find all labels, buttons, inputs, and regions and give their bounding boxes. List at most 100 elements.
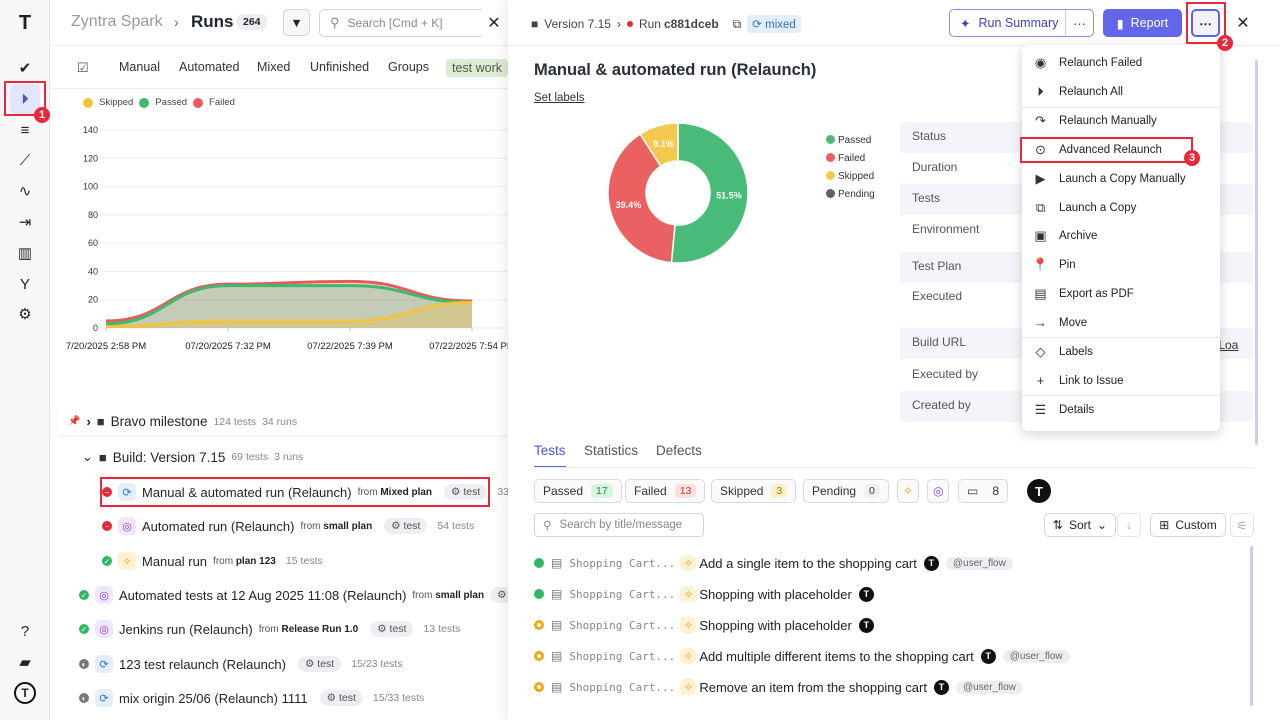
tab-mixed[interactable]: Mixed (257, 60, 291, 74)
test-search-input[interactable]: ⚲ Search by title/message (534, 513, 704, 537)
menu-item-move[interactable]: → Move (1022, 308, 1220, 337)
filter-failed[interactable]: Failed 13 (625, 479, 706, 503)
help-icon[interactable]: ? (20, 622, 30, 640)
page-title: Runs (191, 12, 234, 31)
tests-scrollbar[interactable] (1250, 546, 1253, 706)
close-drawer-button[interactable]: ✕ (1236, 15, 1250, 32)
chart-legend: Skipped Passed Failed (83, 97, 235, 108)
settings-sliders-button[interactable]: ⚟ (1230, 513, 1254, 537)
tab-unfinished[interactable]: Unfinished (310, 60, 370, 74)
tab-automated[interactable]: Automated (179, 60, 240, 74)
breadcrumb-project[interactable]: Zyntra Spark (71, 13, 163, 30)
y-tick-label: 0 (93, 323, 98, 333)
branch-icon[interactable]: Y (19, 275, 30, 293)
tab-defects[interactable]: Defects (656, 443, 702, 458)
failed-status-icon: − (102, 487, 112, 497)
filter-pending[interactable]: Pending 0 (803, 479, 889, 503)
pulse-icon[interactable]: ∿ (18, 183, 32, 200)
menu-item-launch-copy-manually[interactable]: ▶ Launch a Copy Manually (1022, 164, 1220, 193)
steps-icon[interactable]: ⟋ (19, 151, 31, 169)
menu-item-archive[interactable]: ▣ Archive (1022, 221, 1220, 250)
y-tick-label: 140 (83, 125, 98, 135)
test-row[interactable]: ▤ Shopping Cart... ✧ Add multiple differ… (534, 646, 1070, 666)
run-row[interactable]: ✓ ◎ Jenkins run (Relaunch) from Release … (79, 620, 460, 638)
run-row[interactable]: − ◎ Automated run (Relaunch) from small … (102, 517, 474, 535)
menu-item-relaunch-failed[interactable]: ◉ Relaunch Failed (1022, 48, 1220, 77)
run-tests-count: 54 tests (437, 520, 475, 532)
run-summary-button[interactable]: ✦ Run Summary ⋯ (949, 9, 1094, 37)
assignee-avatar[interactable]: T (1027, 479, 1051, 503)
breadcrumb-folder[interactable]: Version 7.15 (544, 17, 611, 31)
tab-statistics[interactable]: Statistics (584, 443, 639, 458)
run-row[interactable]: ✓ ✧ Manual run from plan 123 15 tests (102, 552, 323, 570)
test-suite: Shopping Cart... (569, 556, 674, 570)
menu-item-advanced-relaunch[interactable]: ⊙ Advanced Relaunch (1022, 135, 1220, 164)
list-check-icon[interactable]: ≡ (20, 121, 30, 139)
scrollbar[interactable] (1255, 60, 1258, 445)
build-row[interactable]: ⌄ ■ Build: Version 7.15 69 tests 3 runs (82, 449, 303, 465)
link-to-issue-icon: + (1036, 373, 1045, 388)
filter-skipped[interactable]: Skipped 3 (711, 479, 797, 503)
table-icon: ⊞ (1159, 518, 1170, 532)
menu-item-launch-copy[interactable]: ⧉ Launch a Copy (1022, 193, 1220, 222)
folders-icon[interactable]: ▰ (19, 654, 31, 671)
menu-item-link-to-issue[interactable]: + Link to Issue (1022, 366, 1220, 395)
copy-icon[interactable]: ⧉ (732, 16, 742, 31)
legend-item-skipped: Skipped (826, 168, 875, 186)
check-icon[interactable]: ✔ (18, 60, 32, 77)
folder-icon: ■ (98, 449, 107, 465)
run-summary-more-button[interactable]: ⋯ (1065, 10, 1093, 36)
report-button[interactable]: ▮ Report (1103, 9, 1182, 37)
search-input[interactable]: ⚲ Search [Cmd + K] (319, 9, 485, 37)
menu-item-relaunch-all[interactable]: ⏵ Relaunch All (1022, 77, 1220, 106)
breadcrumb-sep: › (616, 17, 621, 31)
menu-item-pin[interactable]: 📍 Pin (1022, 250, 1220, 279)
build-url-link[interactable]: /Loa (1215, 338, 1239, 352)
more-actions-button[interactable]: ⋯ (1191, 9, 1220, 37)
legend-item-passed: Passed (826, 132, 875, 150)
run-row[interactable]: − ⟳ Manual & automated run (Relaunch) fr… (102, 483, 515, 501)
bar-chart-icon: ▮ (1116, 16, 1124, 31)
sort-direction-button[interactable]: ↓ (1117, 513, 1141, 537)
test-suite: Shopping Cart... (569, 618, 674, 632)
select-all-icon[interactable]: ☑ (77, 60, 89, 75)
test-row[interactable]: ▤ Shopping Cart... ✧ Remove an item from… (534, 677, 1023, 697)
x-tick-label: 07/22/2025 7:54 PM (429, 341, 508, 352)
run-row[interactable]: ◐ ⟳ 123 test relaunch (Relaunch) ⚙ test … (79, 655, 403, 673)
filter-comments[interactable]: ▭ 8 (958, 479, 1009, 503)
tab-groups[interactable]: Groups (388, 60, 429, 74)
avatar-icon[interactable]: T (10, 678, 40, 708)
menu-item-export-pdf[interactable]: ▤ Export as PDF (1022, 279, 1220, 308)
tab-tests[interactable]: Tests (534, 443, 566, 458)
milestone-row[interactable]: 📌 › ■ Bravo milestone 124 tests 34 runs (68, 414, 297, 429)
gear-icon[interactable]: ⚙ (18, 306, 32, 323)
chevron-down-icon[interactable]: ⌄ (82, 449, 93, 464)
close-search-button[interactable]: ✕ (480, 9, 508, 37)
logo[interactable]: T (18, 11, 32, 34)
run-row[interactable]: ◐ ⟳ mix origin 25/06 (Relaunch) 1111 ⚙ t… (79, 689, 424, 707)
test-row[interactable]: ▤ Shopping Cart... ✧ Add a single item t… (534, 553, 1013, 573)
set-labels-link[interactable]: Set labels (534, 92, 585, 104)
report-icon[interactable]: ▥ (17, 245, 33, 262)
author-avatar: T (858, 586, 874, 602)
annotation-box (1020, 137, 1193, 163)
import-icon[interactable]: ⇥ (18, 214, 32, 231)
filter-automated[interactable]: ◎ (927, 479, 950, 503)
menu-item-details[interactable]: ☰ Details (1022, 395, 1220, 424)
run-row[interactable]: ✓ ◎ Automated tests at 12 Aug 2025 11:08… (79, 586, 514, 604)
filter-button[interactable]: ▼ (283, 9, 310, 36)
chevron-right-icon[interactable]: › (86, 414, 91, 429)
menu-item-labels[interactable]: ◇ Labels (1022, 337, 1220, 366)
mixed-run-icon: ⟳ (95, 655, 113, 673)
custom-view-button[interactable]: ⊞ Custom (1150, 513, 1226, 537)
filter-manual[interactable]: ✧ (897, 479, 920, 503)
menu-divider (1022, 337, 1220, 338)
tab-manual[interactable]: Manual (119, 60, 160, 74)
sort-dropdown[interactable]: ⇅ Sort ⌄ (1044, 513, 1116, 537)
test-row[interactable]: ▤ Shopping Cart... ✧ Shopping with place… (534, 584, 874, 604)
filter-passed[interactable]: Passed 17 (534, 479, 622, 503)
menu-item-relaunch-manually[interactable]: ↷ Relaunch Manually (1022, 106, 1220, 135)
pin-icon[interactable]: 📌 (68, 416, 81, 427)
tab-test-work[interactable]: test work (446, 59, 508, 77)
test-row[interactable]: ▤ Shopping Cart... ✧ Shopping with place… (534, 615, 874, 635)
